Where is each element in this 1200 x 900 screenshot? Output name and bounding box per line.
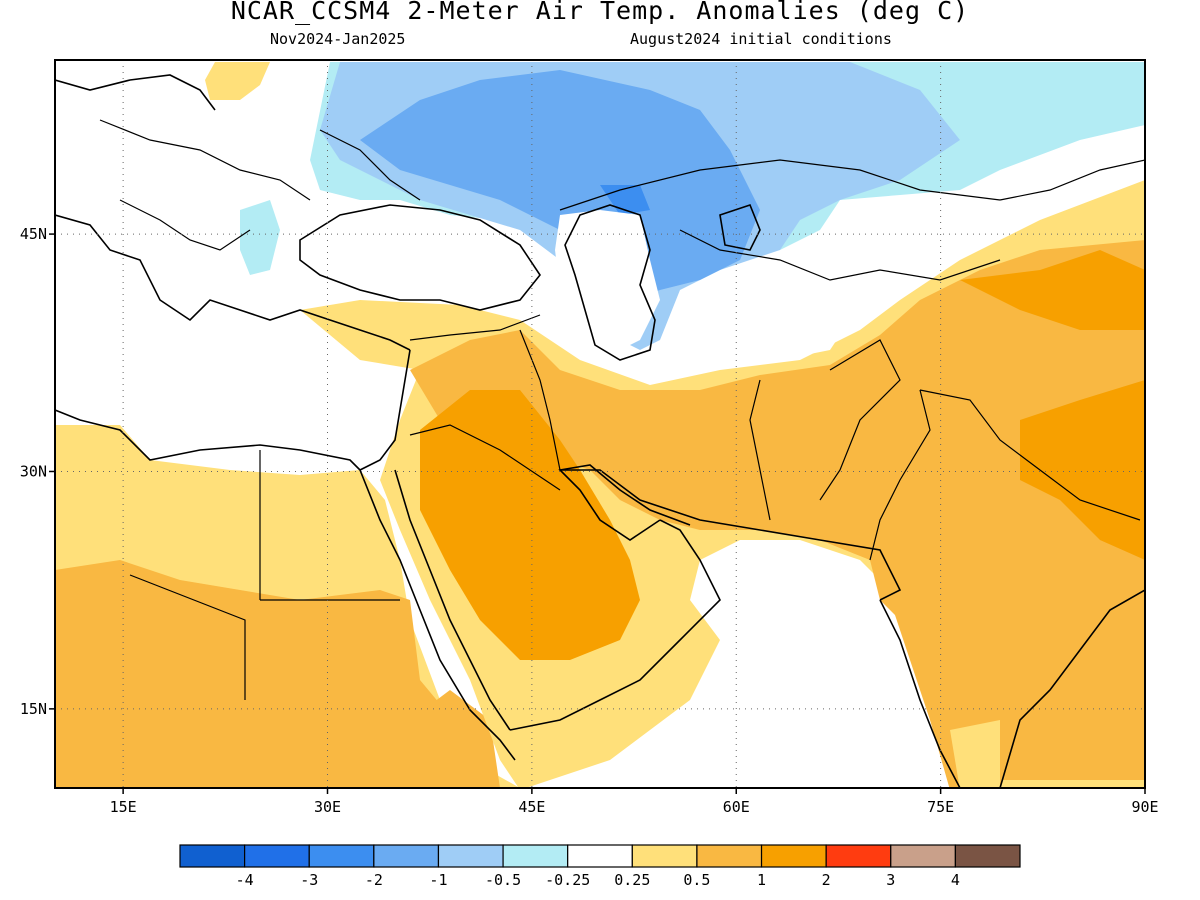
africa-warm-region [55, 560, 480, 788]
central-asia-strong-warm-region [960, 250, 1145, 330]
levant-coast [359, 349, 411, 471]
initial-conditions: August2024 initial conditions [630, 30, 892, 48]
colorbar-swatch [631, 844, 698, 868]
west-russia-cold-patch [240, 200, 280, 275]
border-europe-mid [99, 119, 311, 201]
colorbar-swatch [760, 844, 827, 868]
longitude-tick-label: 30E [314, 798, 341, 816]
india-warm-region [870, 540, 1100, 788]
kazakhstan-moderate-cold-region [360, 70, 760, 300]
border-balkans [119, 199, 251, 251]
colorbar-swatch [437, 844, 504, 868]
black-sea [299, 204, 541, 311]
border-turkey-east [409, 314, 541, 341]
colorbar-swatch [825, 844, 892, 868]
colorbar-label: -2 [365, 871, 383, 889]
colorbar-swatch [179, 844, 246, 868]
latitude-ticks: 45N 30N 15N [20, 225, 55, 718]
colorbar-swatch [373, 844, 440, 868]
aral-sea [719, 204, 761, 251]
red-sea-west-coast [359, 469, 516, 761]
colorbar-label: 1 [757, 871, 766, 889]
colorbar-swatch [308, 844, 375, 868]
colorbar-label: 0.5 [683, 871, 710, 889]
colorbar-label: -0.5 [485, 871, 521, 889]
colorbar-swatch [954, 844, 1021, 868]
border-afghanistan-pakistan [819, 339, 901, 501]
colorbar-labels: -4 -3 -2 -1 -0.5 -0.25 0.25 0.5 1 2 3 4 [236, 871, 960, 889]
mediterranean-north-coast [55, 214, 411, 351]
border-china-mongolia [999, 159, 1145, 201]
india-east-coast [999, 589, 1145, 788]
red-sea-east-coast [394, 469, 511, 731]
border-pakistan-india [869, 389, 931, 561]
india-south-light-region [950, 720, 1000, 788]
border-saudi-north [409, 424, 561, 491]
borders [99, 119, 1145, 700]
latitude-tick-label: 15N [20, 700, 47, 718]
central-asia-neutral-region [690, 280, 850, 360]
border-iran-afghanistan [749, 379, 771, 521]
longitude-ticks: 15E 30E 45E 60E 75E 90E [110, 788, 1159, 816]
colorbar-swatch [890, 844, 956, 868]
map-title: NCAR_CCSM4 2-Meter Air Temp. Anomalies (… [230, 0, 970, 25]
tibet-strong-warm-region [1020, 380, 1145, 560]
colorbar-label: 0.25 [614, 871, 650, 889]
border-kazakhstan-north [559, 159, 1001, 211]
colorbar-swatch [244, 844, 310, 868]
longitude-tick-label: 45E [518, 798, 545, 816]
iran-coast [560, 469, 902, 601]
latitude-tick-label: 30N [20, 462, 47, 480]
colorbar-label: -3 [300, 871, 318, 889]
graticule [55, 60, 1145, 788]
anomaly-fields [55, 60, 1145, 788]
east-europe-warm-region [205, 62, 270, 100]
colorbar-swatch [696, 844, 763, 868]
latitude-tick-label: 45N [20, 225, 47, 243]
colorbar-label: -0.25 [545, 871, 590, 889]
colorbar-swatch [502, 844, 569, 868]
colorbar [179, 844, 1021, 868]
map-frame [54, 59, 1146, 789]
arabia-south-coast [509, 519, 721, 731]
border-russia-ukraine [319, 129, 421, 201]
colorbar-swatch [567, 844, 633, 868]
north-africa-coast [55, 409, 361, 471]
india-west-coast [879, 599, 961, 788]
colorbar-label: -1 [429, 871, 447, 889]
border-chad [129, 574, 246, 700]
longitude-tick-label: 90E [1131, 798, 1158, 816]
baltic-coast [55, 74, 216, 111]
longitude-tick-label: 60E [723, 798, 750, 816]
border-iraq-iran [519, 329, 561, 471]
forecast-period: Nov2024-Jan2025 [270, 30, 406, 48]
colorbar-label: -4 [236, 871, 254, 889]
colorbar-label: 2 [822, 871, 831, 889]
colorbar-label: 3 [886, 871, 895, 889]
longitude-tick-label: 75E [927, 798, 954, 816]
longitude-tick-label: 15E [110, 798, 137, 816]
colorbar-label: 4 [951, 871, 960, 889]
border-kazakhstan-south [679, 229, 1001, 281]
caspian-neutral-region [555, 210, 660, 360]
caspian-sea [564, 204, 656, 361]
border-himalaya [919, 389, 1141, 521]
arabia-strong-warm-region [420, 390, 640, 660]
